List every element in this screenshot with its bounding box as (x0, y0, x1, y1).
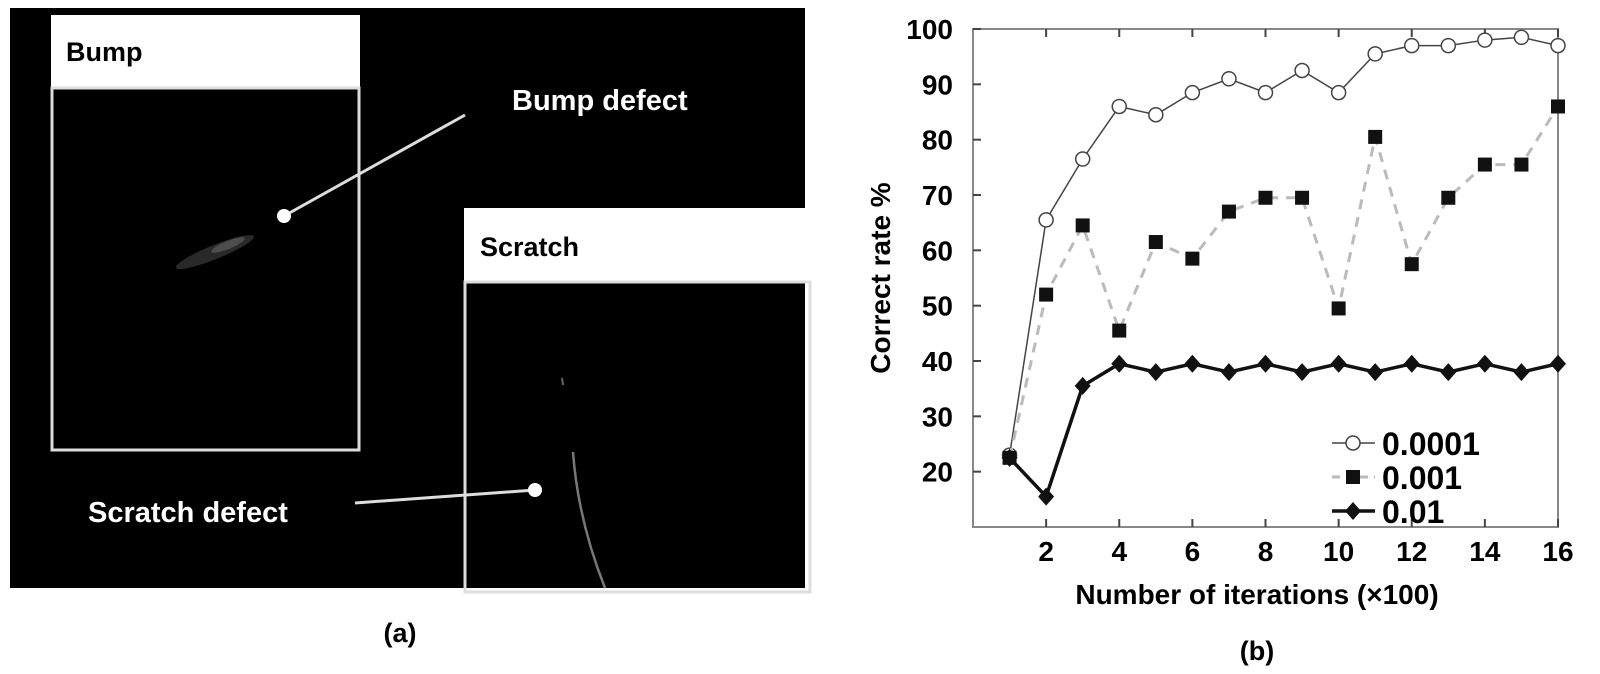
data-point (1440, 363, 1457, 382)
y-tick-label: 90 (922, 69, 953, 100)
scratch-pointer-dot (528, 483, 542, 497)
y-tick-label: 20 (922, 457, 953, 488)
data-point (1513, 363, 1530, 382)
data-point (1257, 354, 1274, 373)
x-tick-label: 4 (1111, 536, 1127, 567)
data-point (1148, 107, 1164, 123)
data-point (1038, 487, 1055, 506)
data-point (1039, 287, 1054, 302)
bump-pointer-line (283, 113, 466, 218)
scratch-title: Scratch (480, 232, 579, 262)
y-tick-label: 40 (922, 346, 953, 377)
x-tick-label: 6 (1185, 536, 1201, 567)
data-point (1477, 32, 1493, 48)
x-tick-label: 10 (1323, 536, 1354, 567)
x-tick-label: 2 (1038, 536, 1054, 567)
x-tick-label: 14 (1469, 536, 1501, 567)
data-point (1184, 84, 1201, 101)
legend-label: 0.0001 (1382, 426, 1480, 462)
scratch-defect-line (571, 451, 607, 589)
caption-a: (a) (384, 618, 417, 648)
caption-b: (b) (1240, 636, 1274, 666)
data-point (1221, 71, 1237, 87)
series-group (1001, 29, 1566, 506)
data-point (1148, 235, 1163, 250)
data-point (1476, 354, 1493, 373)
data-point (1331, 301, 1346, 316)
data-point (1404, 257, 1419, 272)
data-point (1513, 29, 1530, 46)
bump-header (51, 15, 360, 88)
legend-marker (1345, 502, 1361, 520)
data-point (1111, 354, 1128, 373)
series-line (1008, 105, 1560, 459)
scratch-pointer-line (354, 488, 536, 505)
data-point (1075, 218, 1090, 233)
x-tick-label: 16 (1542, 536, 1573, 567)
data-point (1441, 190, 1456, 205)
scratch-header (464, 208, 809, 282)
data-point (1147, 363, 1164, 382)
data-point (1330, 354, 1347, 373)
series-0.0001 (1001, 29, 1566, 463)
data-point (1551, 99, 1565, 114)
y-tick-label: 70 (922, 180, 953, 211)
data-point (1185, 251, 1200, 266)
series-line (1008, 361, 1559, 500)
legend-label: 0.01 (1382, 494, 1444, 530)
bump-defect-spot (175, 234, 255, 270)
data-point (1404, 37, 1420, 54)
data-point (1221, 204, 1236, 219)
defect-image-panel: Bump Scratch Bump defect Scratch defect … (10, 8, 812, 648)
scratch-box (463, 280, 812, 594)
data-point (1550, 354, 1566, 373)
data-point (1294, 363, 1311, 382)
y-tick-label: 60 (922, 235, 953, 266)
bump-defect-label: Bump defect (512, 85, 688, 117)
data-point (1074, 151, 1091, 167)
data-point (1440, 37, 1457, 54)
series-0.01 (1001, 354, 1566, 506)
data-point (1477, 157, 1492, 172)
data-point (1550, 37, 1566, 54)
data-point (1295, 190, 1310, 205)
data-point (1074, 376, 1091, 395)
y-tick-label: 100 (906, 14, 953, 45)
axes: 20 30 40 50 60 70 80 90 100 2 4 6 8 10 12 14 16 (906, 14, 1573, 567)
x-tick-label: 12 (1396, 536, 1427, 567)
y-axis-label: Correct rate % (865, 182, 896, 374)
legend-marker (1346, 470, 1360, 484)
y-tick-label: 30 (922, 401, 953, 432)
x-axis-label: Number of iterations (×100) (1075, 579, 1438, 610)
data-point (1111, 98, 1127, 115)
bump-box (50, 86, 361, 452)
series-line (1008, 36, 1559, 456)
data-point (1258, 190, 1273, 205)
data-point (1367, 363, 1384, 382)
x-tick-label: 8 (1258, 536, 1274, 567)
data-point (1367, 46, 1383, 62)
black-background (10, 8, 805, 588)
y-tick-label: 80 (922, 125, 953, 156)
data-point (1330, 84, 1347, 101)
data-point (1403, 354, 1420, 373)
data-point (1257, 84, 1274, 101)
data-point (1112, 323, 1127, 338)
data-point (1184, 354, 1201, 373)
bump-title: Bump (66, 37, 143, 67)
data-point (1294, 62, 1310, 79)
scratch-defect-label: Scratch defect (88, 497, 288, 529)
data-point (1368, 129, 1383, 144)
y-tick-label: 50 (922, 291, 953, 322)
data-point (1220, 363, 1237, 382)
bump-pointer-dot (277, 209, 291, 223)
legend-marker (1345, 435, 1361, 451)
data-point (1514, 157, 1529, 172)
legend-label: 0.001 (1382, 460, 1462, 496)
data-point (1001, 448, 1018, 467)
data-point (1038, 212, 1054, 228)
